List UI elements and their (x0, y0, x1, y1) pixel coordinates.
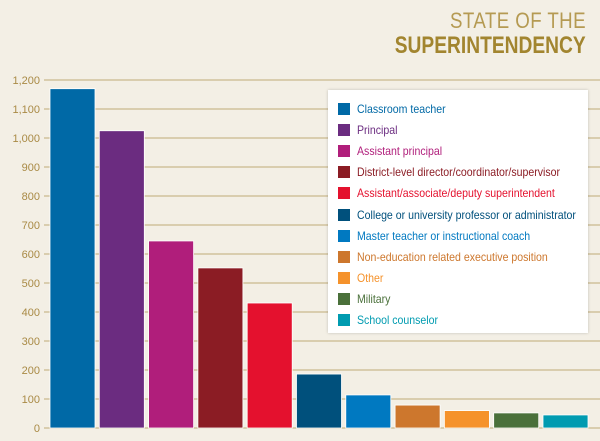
bar-10 (493, 412, 540, 429)
y-tick-label: 1,100 (12, 104, 40, 116)
legend-swatch (338, 123, 350, 136)
bar-4 (197, 267, 244, 429)
legend-label: Master teacher or instructional coach (357, 228, 531, 243)
bar-2 (98, 130, 145, 429)
legend-swatch (338, 144, 350, 157)
legend-item: College or university professor or admin… (328, 204, 588, 225)
legend-swatch (338, 272, 350, 285)
legend-swatch (338, 314, 350, 327)
bar-9 (443, 410, 490, 429)
legend-swatch (338, 293, 350, 306)
legend-label: Assistant/associate/deputy superintenden… (357, 186, 555, 201)
legend-label: Non-education related executive position (357, 249, 548, 264)
y-tick-label: 700 (22, 220, 40, 232)
legend-item: District-level director/coordinator/supe… (328, 162, 588, 183)
legend-swatch (338, 250, 350, 263)
legend-swatch (338, 208, 350, 221)
y-tick-label: 500 (22, 278, 40, 290)
legend-item: Principal (328, 119, 588, 140)
legend: Classroom teacher Principal Assistant prin… (328, 90, 588, 333)
bar-5 (246, 302, 293, 429)
legend-item: Assistant/associate/deputy superintenden… (328, 183, 588, 204)
legend-label: College or university professor or admin… (357, 207, 576, 222)
legend-label: Classroom teacher (357, 101, 446, 116)
bar-11 (542, 414, 589, 429)
y-tick-label: 300 (22, 336, 40, 348)
y-tick-label: 200 (22, 365, 40, 377)
y-tick-label: 900 (22, 162, 40, 174)
y-tick-label: 0 (34, 423, 40, 435)
bar-3 (148, 240, 195, 429)
legend-item: Other (328, 268, 588, 289)
y-tick-label: 1,200 (12, 75, 40, 87)
y-tick-label: 100 (22, 394, 40, 406)
legend-item: Assistant principal (328, 140, 588, 161)
header-line-2: SUPERINTENDENCY (395, 32, 586, 59)
y-tick-label: 1,000 (12, 133, 40, 145)
legend-label: District-level director/coordinator/supe… (357, 165, 561, 180)
bar-6 (296, 373, 342, 429)
legend-swatch (338, 229, 350, 242)
y-tick-label: 600 (22, 249, 40, 261)
header-line-1: STATE OF THE (449, 8, 586, 33)
legend-item: Military (328, 289, 588, 310)
legend-label: Assistant principal (357, 143, 443, 158)
y-tick-label: 800 (22, 191, 40, 203)
legend-item: Master teacher or instructional coach (328, 225, 588, 246)
legend-item: Classroom teacher (328, 98, 588, 119)
legend-item: Non-education related executive position (328, 246, 588, 267)
legend-swatch (338, 166, 350, 179)
legend-label: Military (357, 292, 391, 307)
legend-label: School counselor (357, 313, 439, 328)
legend-swatch (338, 102, 350, 115)
legend-item: School counselor (328, 310, 588, 331)
y-tick-label: 400 (22, 307, 40, 319)
legend-label: Other (357, 271, 384, 286)
bar-7 (345, 394, 392, 429)
legend-label: Principal (357, 122, 398, 137)
bar-8 (394, 404, 441, 429)
bar-1 (49, 88, 96, 429)
legend-swatch (338, 187, 350, 200)
